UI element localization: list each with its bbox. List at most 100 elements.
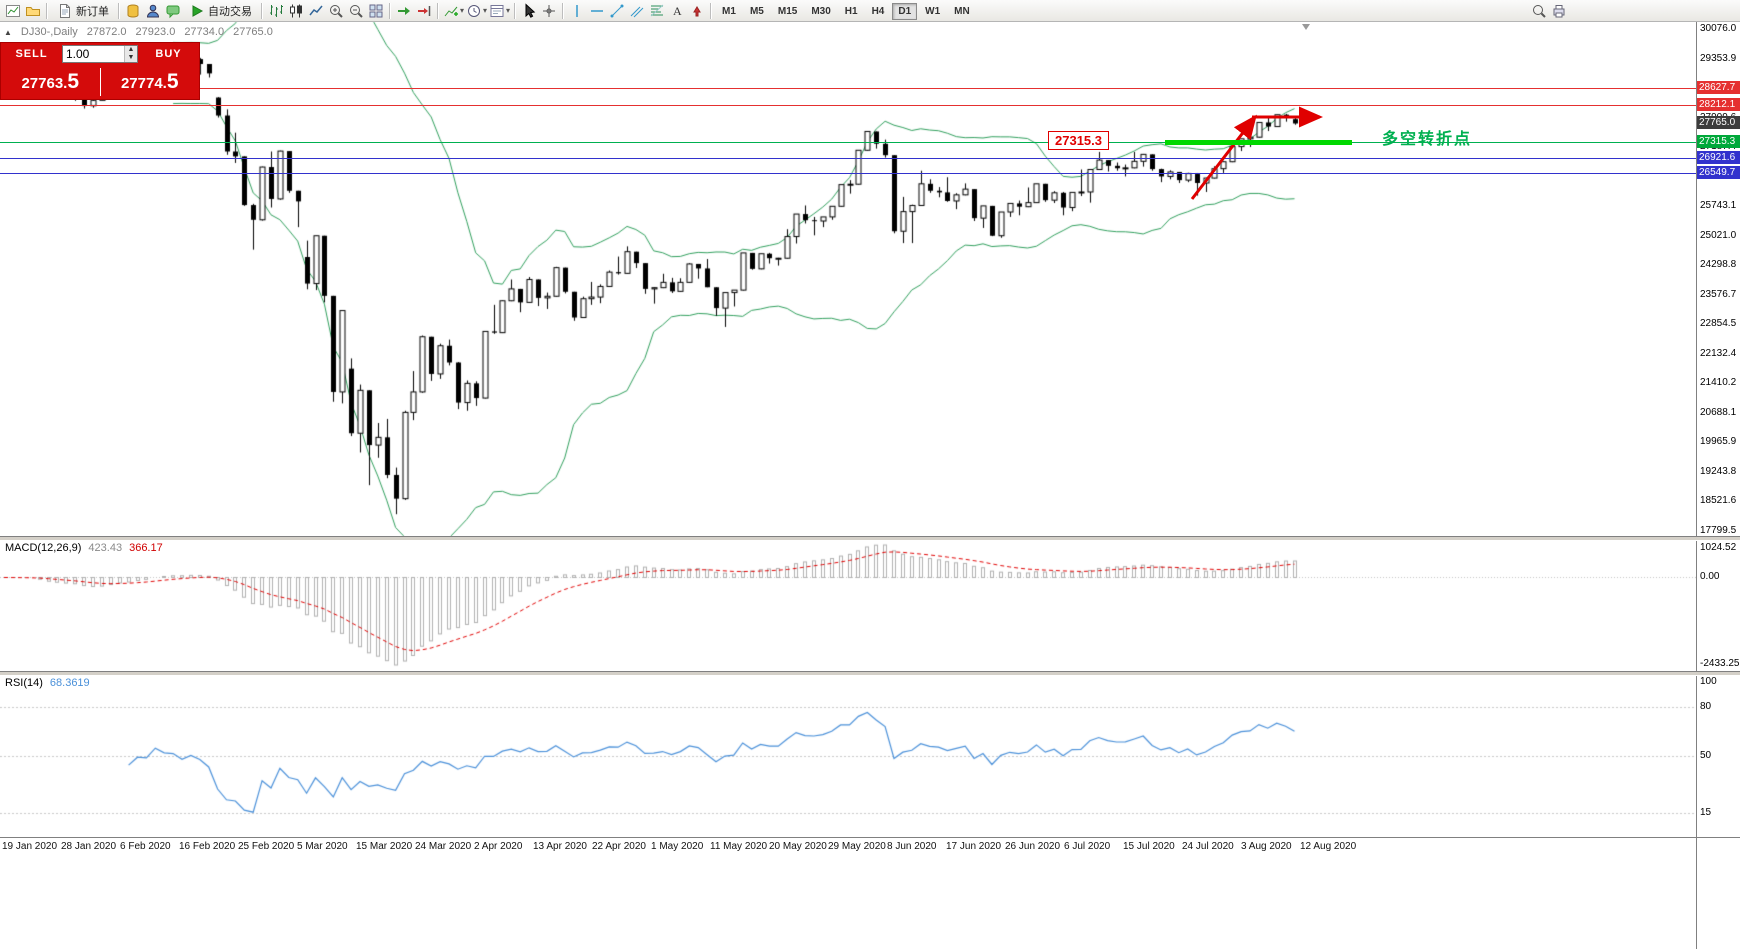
rsi-indicator-label: RSI(14) 68.3619	[5, 677, 90, 689]
rsi-name: RSI(14)	[5, 677, 43, 689]
candlestick-chart-button[interactable]	[286, 1, 306, 21]
chart-title: ▲ DJ30-,Daily 27872.0 27923.0 27734.0 27…	[4, 26, 273, 38]
horizontal-level-line[interactable]	[0, 88, 1696, 89]
time-axis-label: 15 Mar 2020	[356, 841, 413, 852]
auto-scroll-button[interactable]	[394, 1, 414, 21]
periods-button[interactable]: ▾	[465, 1, 488, 21]
toolbar-separator	[562, 2, 565, 19]
timeframe-m5-button[interactable]: M5	[749, 6, 764, 17]
time-axis-label: 3 Aug 2020	[1241, 841, 1292, 852]
horizontal-level-line[interactable]	[0, 105, 1696, 106]
price-axis-badge: 27765.0	[1697, 116, 1740, 130]
templates-button[interactable]: ▾	[488, 1, 511, 21]
new-order-label: 新订单	[76, 5, 109, 18]
turning-point-note[interactable]: 多空转折点	[1382, 131, 1473, 148]
timeframe-m1-button[interactable]: M1	[722, 6, 736, 17]
time-axis-label: 22 Apr 2020	[592, 841, 646, 852]
timeframe-d1-button[interactable]: D1	[892, 3, 918, 20]
line-chart-button[interactable]	[306, 1, 326, 21]
zoom-out-button[interactable]	[346, 1, 366, 21]
timeframe-w1-button[interactable]: W1	[925, 6, 941, 17]
equidistant-channel-button[interactable]	[627, 1, 647, 21]
timeframe-group: M1 M5 M15 M30 H1 H4 D1 W1 MN	[715, 1, 977, 20]
timeframe-m30-button[interactable]: M30	[811, 6, 831, 17]
horizontal-level-line[interactable]	[0, 158, 1696, 159]
tile-windows-button[interactable]	[366, 1, 386, 21]
timeframe-h4-button[interactable]: H4	[871, 6, 885, 17]
time-axis-label: 16 Feb 2020	[179, 841, 236, 852]
chart-shift-button[interactable]	[414, 1, 434, 21]
time-axis-label: 8 Jun 2020	[887, 841, 937, 852]
price-axis-label: 19965.9	[1700, 436, 1737, 448]
buy-label[interactable]: BUY	[155, 48, 182, 60]
price-axis-label: 25743.1	[1700, 200, 1737, 212]
rsi-axis-label: 50	[1700, 749, 1712, 761]
macd-panel-separator[interactable]	[0, 536, 1740, 541]
arrow-objects-button[interactable]	[687, 1, 707, 21]
timeframe-m15-button[interactable]: M15	[777, 6, 798, 17]
new-order-page-icon	[60, 3, 70, 18]
news-button[interactable]	[163, 1, 183, 21]
rsi-value: 68.3619	[49, 677, 90, 689]
one-click-trading-panel: SELL ▲ ▼ BUY 27763.5 27774.5	[0, 42, 200, 100]
profiles-button[interactable]	[23, 1, 43, 21]
price-axis-label: 24298.8	[1700, 259, 1737, 271]
indicators-button[interactable]: ▾	[442, 1, 465, 21]
horizontal-level-line[interactable]	[0, 142, 1696, 143]
buy-button[interactable]: 27774.5	[120, 70, 179, 93]
print-button[interactable]	[1549, 1, 1569, 21]
autotrading-play-icon	[192, 4, 204, 17]
rsi-panel-separator[interactable]	[0, 671, 1740, 676]
time-axis-label: 12 Aug 2020	[1300, 841, 1357, 852]
volume-decrease-button[interactable]: ▼	[127, 54, 135, 61]
time-axis-label: 6 Feb 2020	[120, 841, 171, 852]
time-axis-label: 2 Apr 2020	[474, 841, 523, 852]
one-click-collapse-arrow[interactable]: ▲	[4, 27, 12, 37]
cursor-button[interactable]	[519, 1, 539, 21]
volume-increase-button[interactable]: ▲	[127, 46, 135, 53]
timeframe-mn-button[interactable]: MN	[954, 6, 970, 17]
time-axis-label: 1 May 2020	[651, 841, 704, 852]
macd-signal-value: 366.17	[129, 542, 163, 554]
text-label-button[interactable]: A	[667, 1, 687, 21]
new-chart-button[interactable]	[3, 1, 23, 21]
price-axis-label: 18521.6	[1700, 495, 1737, 507]
time-axis-label: 25 Feb 2020	[238, 841, 295, 852]
price-axis-label: 21410.2	[1700, 377, 1737, 389]
support-line-bold[interactable]	[1165, 140, 1352, 145]
price-axis-badge: 27315.3	[1697, 134, 1740, 148]
sell-label[interactable]: SELL	[15, 48, 48, 60]
time-axis-label: 26 Jun 2020	[1005, 841, 1061, 852]
close-value: 27765.0	[233, 26, 273, 38]
timeframe-h1-button[interactable]: H1	[844, 6, 858, 17]
fibonacci-button[interactable]	[647, 1, 667, 21]
horizontal-level-line[interactable]	[0, 173, 1696, 174]
history-center-button[interactable]	[123, 1, 143, 21]
support-price-callout[interactable]: 27315.3	[1048, 131, 1109, 150]
volume-input[interactable]	[63, 46, 124, 62]
autotrading-button[interactable]: 自动交易	[183, 1, 258, 21]
time-axis-label: 19 Jan 2020	[2, 841, 58, 852]
time-axis-label: 28 Jan 2020	[61, 841, 117, 852]
toolbar-separator	[514, 2, 517, 19]
search-button[interactable]	[1529, 1, 1549, 21]
vertical-line-button[interactable]	[567, 1, 587, 21]
macd-axis-min: -2433.25	[1700, 658, 1740, 669]
horizontal-line-button[interactable]	[587, 1, 607, 21]
new-order-button[interactable]: 新订单	[51, 1, 115, 21]
zoom-in-button[interactable]	[326, 1, 346, 21]
chart-shift-marker[interactable]	[1302, 24, 1310, 30]
macd-main-value: 423.43	[88, 542, 123, 554]
dropdown-caret-icon: ▾	[483, 6, 488, 15]
trendline-button[interactable]	[607, 1, 627, 21]
symbol-period-label: DJ30-,Daily	[20, 26, 78, 38]
sell-button[interactable]: 27763.5	[21, 70, 80, 93]
accounts-button[interactable]	[143, 1, 163, 21]
crosshair-button[interactable]	[539, 1, 559, 21]
time-axis-label: 11 May 2020	[710, 841, 768, 852]
price-axis-badge: 28627.7	[1697, 81, 1740, 95]
bar-chart-button[interactable]	[266, 1, 286, 21]
time-axis-label: 20 May 2020	[769, 841, 827, 852]
time-axis-label: 5 Mar 2020	[297, 841, 348, 852]
